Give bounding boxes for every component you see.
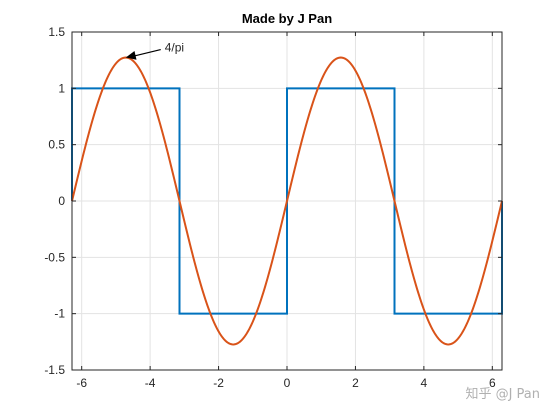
- x-tick-label: -4: [145, 376, 156, 390]
- watermark: 知乎 @J Pan: [465, 386, 540, 402]
- x-tick-label: -6: [76, 376, 87, 390]
- y-tick-label: 1.5: [48, 25, 65, 39]
- x-tick-label: 6: [489, 376, 496, 390]
- y-tick-label: 1: [58, 81, 65, 95]
- x-tick-label: 4: [421, 376, 428, 390]
- chart-title: Made by J Pan: [242, 11, 332, 26]
- y-tick-label: 0.5: [48, 138, 65, 152]
- x-tick-label: -2: [213, 376, 224, 390]
- y-tick-label: 0: [58, 194, 65, 208]
- y-tick-label: -1.5: [44, 363, 65, 377]
- ticks: -6 -4 -2 0 2 4 6 1.5 1 0.5 0 -0.5 -1 -1.5: [44, 25, 502, 390]
- series-layer: [71, 56, 503, 346]
- annotation-arrowhead: [125, 50, 137, 60]
- y-tick-label: -1: [54, 307, 65, 321]
- y-tick-label: -0.5: [44, 250, 65, 264]
- annotation-label: 4/pi: [165, 41, 184, 55]
- x-tick-label: 0: [284, 376, 291, 390]
- sine-harmonic-line: [71, 56, 503, 346]
- annotation: 4/pi: [125, 41, 184, 60]
- x-tick-label: 2: [352, 376, 359, 390]
